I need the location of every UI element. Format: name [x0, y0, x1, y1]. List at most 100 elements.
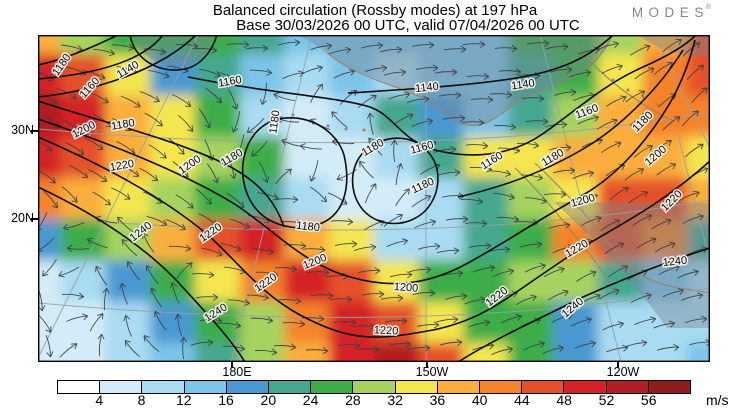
- wind-arrow: [388, 91, 411, 100]
- wind-arrow: [407, 344, 431, 352]
- wind-arrow: [38, 92, 58, 105]
- colorbar-segment: [226, 381, 270, 393]
- wind-arrow: [526, 39, 550, 47]
- colorbar-tick-label: 56: [640, 392, 657, 408]
- wind-arrow: [634, 67, 655, 80]
- contour-label: 1180: [267, 109, 282, 134]
- contour-label: 1200: [393, 281, 418, 295]
- wind-arrow: [604, 242, 625, 255]
- wind-arrow: [58, 266, 80, 278]
- wind-arrow: [359, 160, 374, 179]
- wind-arrow: [365, 64, 388, 73]
- wind-arrow: [464, 220, 488, 228]
- wind-arrow: [441, 270, 464, 278]
- wind-arrow: [549, 66, 573, 74]
- wind-arrow: [630, 292, 652, 303]
- wind-arrow: [390, 139, 398, 163]
- wind-arrow: [411, 118, 434, 128]
- wind-arrow: [415, 64, 439, 72]
- wind-arrow: [110, 187, 131, 200]
- wind-arrow: [438, 91, 462, 99]
- wind-arrow: [231, 111, 241, 133]
- wind-arrow: [653, 61, 673, 75]
- wind-arrow: [172, 94, 192, 107]
- wind-arrow: [42, 258, 57, 277]
- colorbar-segment: [437, 381, 481, 393]
- wind-arrow: [596, 118, 618, 130]
- wind-arrow: [625, 90, 646, 103]
- contour-label: 1140: [510, 77, 535, 92]
- wind-arrow: [259, 161, 270, 183]
- wind-arrow: [333, 318, 357, 326]
- wind-arrow: [652, 139, 672, 153]
- wind-arrow: [493, 192, 515, 201]
- wind-arrow: [445, 292, 468, 300]
- colorbar-segment: [269, 381, 312, 393]
- wind-arrow: [45, 335, 54, 358]
- colorbar-tick-label: 52: [598, 392, 615, 408]
- contour-label: 1180: [110, 117, 135, 133]
- lon-tick-label: 150W: [415, 365, 449, 379]
- coastlines: [327, 35, 710, 295]
- wind-arrow: [95, 265, 108, 286]
- wind-arrow: [383, 214, 404, 227]
- wind-arrow: [273, 343, 297, 351]
- wind-arrow: [570, 316, 592, 327]
- wind-arrow: [632, 214, 653, 227]
- wind-arrow: [62, 222, 85, 231]
- wind-arrow: [43, 190, 58, 209]
- wind-arrow: [461, 118, 485, 126]
- wind-arrow: [357, 94, 377, 109]
- wind-arrow: [384, 317, 408, 325]
- wind-arrow: [465, 142, 489, 150]
- wind-arrow: [547, 289, 569, 301]
- wind-arrow: [487, 246, 511, 254]
- lon-tick-label: 180E: [222, 365, 252, 379]
- colorbar-segment: [311, 381, 354, 393]
- colorbar-tick-label: 24: [302, 392, 319, 408]
- colorbar-tick-label: 8: [137, 392, 146, 408]
- wind-arrow: [491, 346, 514, 356]
- wind-arrow: [299, 143, 323, 151]
- colorbar-segment: [564, 381, 607, 393]
- wind-arrow: [551, 312, 573, 323]
- wind-arrow: [194, 46, 218, 54]
- wind-arrow: [86, 237, 108, 249]
- wind-arrow: [168, 244, 192, 252]
- contour-label: 1220: [109, 158, 135, 174]
- wind-arrow: [580, 215, 602, 227]
- wind-arrow: [330, 218, 354, 226]
- wind-arrow: [677, 269, 699, 279]
- wind-arrow: [88, 92, 109, 104]
- wind-arrow: [662, 288, 684, 298]
- colorbar-segment: [353, 381, 396, 393]
- wind-arrow: [386, 238, 409, 248]
- wind-arrow: [220, 242, 242, 252]
- wind-arrow: [190, 339, 214, 347]
- wind-arrow: [601, 63, 623, 74]
- lat-tick: [31, 218, 38, 220]
- wind-arrow: [602, 321, 624, 331]
- wind-arrow: [601, 141, 622, 154]
- chart-title: Balanced circulation (Rossby modes) at 1…: [212, 2, 538, 19]
- wind-arrow: [328, 192, 348, 205]
- wind-arrow: [576, 270, 597, 282]
- wind-arrow: [569, 69, 592, 78]
- wind-arrow: [685, 315, 708, 324]
- wind-arrow: [249, 68, 273, 76]
- wind-arrow: [59, 343, 78, 358]
- wind-arrow: [654, 241, 676, 253]
- wind-arrow: [662, 116, 681, 131]
- wind-arrow: [361, 290, 385, 298]
- wind-arrow: [579, 293, 601, 305]
- wind-arrow: [523, 341, 545, 351]
- wind-arrow: [658, 264, 680, 275]
- wind-arrow: [379, 46, 403, 54]
- wind-arrow: [608, 265, 629, 278]
- wind-arrow: [691, 87, 708, 104]
- wind-arrow: [520, 241, 543, 249]
- wind-arrow: [473, 264, 496, 273]
- contour-lines: [38, 35, 710, 362]
- wind-arrow: [121, 238, 138, 257]
